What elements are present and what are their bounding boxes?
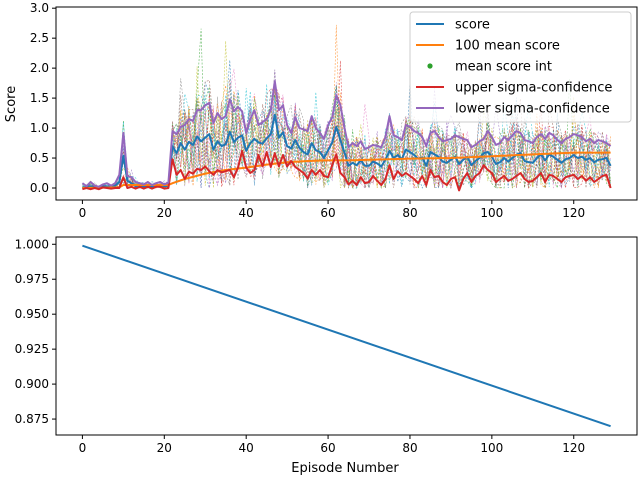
score-subplot: 0 20 40 60 80 100 120 0.0 0.5 1.0 1.5 2.0 2.5 3.0 Sc… (4, 1, 638, 220)
score-x-tick-label: 120 (562, 206, 585, 220)
epsilon-y-tick-label: 0.925 (15, 342, 49, 356)
score-x-axis: 0 20 40 60 80 100 120 (79, 200, 585, 220)
score-y-axis: 0.0 0.5 1.0 1.5 2.0 2.5 3.0 (30, 1, 56, 195)
epsilon-value-line (82, 244, 611, 428)
score-y-tick-label: 0.5 (30, 151, 49, 165)
score-x-tick-label: 60 (320, 206, 335, 220)
epsilon-y-tick-label: 0.875 (15, 412, 49, 426)
epsilon-y-tick-label: 0.950 (15, 307, 49, 321)
score-series-group (81, 80, 612, 192)
epsilon-series-group (82, 244, 611, 428)
upper-sigma-confidence-line (82, 149, 612, 192)
score-x-tick-label: 0 (79, 206, 87, 220)
epsilon-x-tick-label: 120 (562, 441, 585, 455)
epsilon-y-tick-label: 1.000 (15, 237, 49, 251)
score-y-tick-label: 2.0 (30, 61, 49, 75)
legend-label: upper sigma-confidence (455, 81, 612, 96)
score-x-tick-label: 100 (480, 206, 503, 220)
score-x-tick-label: 80 (402, 206, 417, 220)
lower-sigma-confidence-line (81, 80, 612, 188)
epsilon-y-tick-label: 0.975 (15, 272, 49, 286)
epsilon-subplot: 0 20 40 60 80 100 120 0.875 0.900 0.925 0.950 0.97… (15, 236, 638, 476)
score-y-axis-label: Score (4, 86, 19, 122)
epsilon-x-tick-label: 0 (79, 441, 87, 455)
legend-box (409, 11, 632, 123)
epsilon-x-tick-label: 40 (239, 441, 254, 455)
legend-label: 100 mean score (455, 39, 560, 54)
score-y-tick-label: 2.5 (30, 31, 49, 45)
legend-label: score (455, 18, 490, 33)
score-y-tick-label: 1.0 (30, 121, 49, 135)
legend-marker (427, 63, 433, 69)
score-x-tick-label: 40 (239, 206, 254, 220)
epsilon-y-axis: 0.875 0.900 0.925 0.950 0.975 1.000 (15, 237, 56, 426)
epsilon-x-tick-label: 60 (320, 441, 335, 455)
agent-trace-line (82, 68, 611, 189)
score-legend: score 100 mean score mean score int upper s… (409, 11, 632, 123)
epsilon-y-tick-label: 0.900 (15, 377, 49, 391)
epsilon-x-axis-label: Episode Number (291, 461, 399, 476)
epsilon-x-tick-label: 100 (480, 441, 503, 455)
score-axes-frame (55, 6, 638, 201)
agent-trace-line (82, 79, 611, 190)
legend-label: mean score int (455, 60, 552, 75)
score-y-tick-label: 3.0 (30, 1, 49, 15)
agent-trace-line (82, 79, 611, 190)
epsilon-x-tick-label: 80 (402, 441, 417, 455)
score-x-tick-label: 20 (157, 206, 172, 220)
epsilon-axes-frame (55, 236, 638, 436)
epsilon-x-tick-label: 20 (157, 441, 172, 455)
score-y-tick-label: 1.5 (30, 91, 49, 105)
100-mean-score-line (82, 151, 611, 189)
epsilon-x-axis: 0 20 40 60 80 100 120 (79, 435, 585, 455)
score-y-tick-label: 0.0 (30, 181, 49, 195)
legend-label: lower sigma-confidence (455, 102, 610, 117)
